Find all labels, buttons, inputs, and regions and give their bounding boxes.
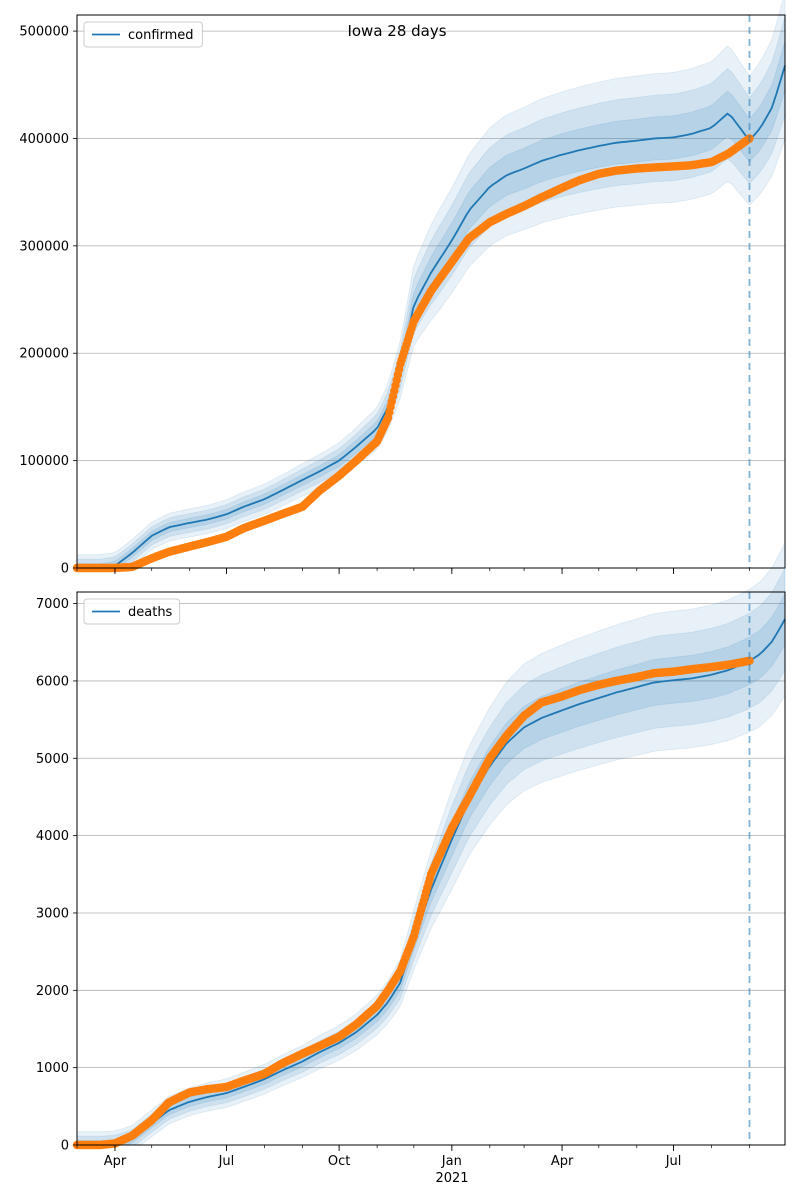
x-axis-year-label: 2021 xyxy=(435,1171,468,1186)
legend-box xyxy=(83,598,181,625)
y-tick-label: 3000 xyxy=(36,906,69,921)
deaths-y-axis: 0 1000 2000 3000 4000 5000 6000 7000 xyxy=(36,597,77,1154)
deaths-panel: 0 1000 2000 3000 4000 5000 6000 7000 Apr Jul Oct J… xyxy=(36,542,786,1169)
deaths-observed-points xyxy=(72,656,754,1150)
x-tick-label: Apr xyxy=(104,1154,127,1169)
confirmed-axes-frame xyxy=(76,14,786,569)
confirmed-y-axis: 0 100000 200000 300000 400000 500000 xyxy=(19,25,77,577)
figure-title: Iowa 28 days xyxy=(347,22,446,40)
y-tick-label: 0 xyxy=(61,1139,69,1154)
y-tick-label: 4000 xyxy=(36,829,69,844)
y-tick-label: 1000 xyxy=(36,1061,69,1076)
y-tick-label: 400000 xyxy=(19,132,69,147)
model-line xyxy=(77,65,786,569)
y-tick-label: 300000 xyxy=(19,239,69,254)
confirmed-x-axis xyxy=(76,568,750,574)
y-tick-label: 0 xyxy=(61,562,69,577)
confirmed-legend: confirmed xyxy=(83,21,203,48)
deaths-series xyxy=(77,618,786,1146)
confirmed-series xyxy=(77,65,786,569)
deaths-axes-frame xyxy=(76,591,786,1146)
legend-label-deaths: deaths xyxy=(128,605,173,620)
y-tick-label: 5000 xyxy=(36,752,69,767)
x-tick-label: Apr xyxy=(551,1154,574,1169)
axes-frame xyxy=(76,14,786,569)
model-line xyxy=(77,618,786,1146)
y-tick-label: 6000 xyxy=(36,674,69,689)
legend-label-confirmed: confirmed xyxy=(128,28,194,43)
y-tick-label: 7000 xyxy=(36,597,69,612)
x-tick-label: Jan xyxy=(441,1154,462,1169)
legend-box xyxy=(83,21,203,48)
deaths-x-axis: Apr Jul Oct Jan Apr Jul xyxy=(76,1145,750,1169)
y-tick-label: 2000 xyxy=(36,984,69,999)
x-tick-label: Oct xyxy=(328,1154,350,1169)
x-tick-label: Jul xyxy=(218,1154,235,1169)
deaths-legend: deaths xyxy=(83,598,181,625)
y-tick-label: 100000 xyxy=(19,454,69,469)
axes-frame xyxy=(76,591,786,1146)
y-tick-label: 500000 xyxy=(19,25,69,40)
y-tick-label: 200000 xyxy=(19,347,69,362)
confirmed-panel: 0 100000 200000 300000 400000 500000 confirme… xyxy=(19,0,786,577)
x-tick-label: Jul xyxy=(665,1154,682,1169)
observed-point xyxy=(745,656,754,665)
